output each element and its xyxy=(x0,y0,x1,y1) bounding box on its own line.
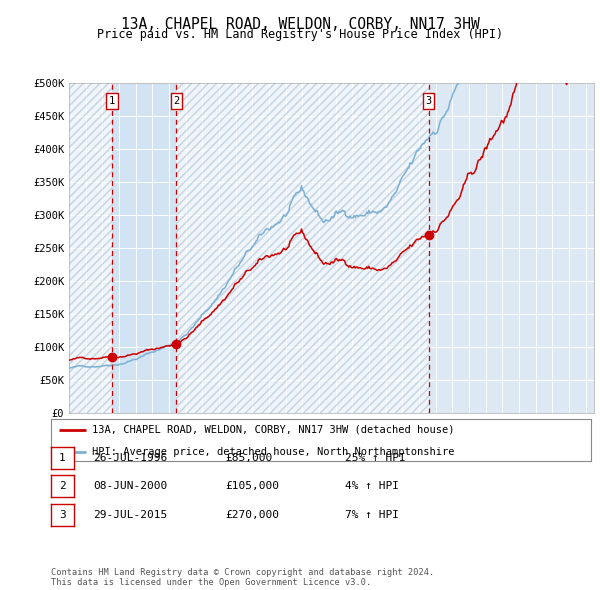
Text: 08-JUN-2000: 08-JUN-2000 xyxy=(93,481,167,491)
Text: £105,000: £105,000 xyxy=(225,481,279,491)
Text: 4% ↑ HPI: 4% ↑ HPI xyxy=(345,481,399,491)
Text: £85,000: £85,000 xyxy=(225,453,272,463)
Text: 25% ↑ HPI: 25% ↑ HPI xyxy=(345,453,406,463)
Text: 26-JUL-1996: 26-JUL-1996 xyxy=(93,453,167,463)
Bar xyxy=(112,83,176,413)
Text: 3: 3 xyxy=(59,510,66,520)
Text: £270,000: £270,000 xyxy=(225,510,279,520)
Text: 7% ↑ HPI: 7% ↑ HPI xyxy=(345,510,399,520)
Text: 2: 2 xyxy=(59,481,66,491)
Text: HPI: Average price, detached house, North Northamptonshire: HPI: Average price, detached house, Nort… xyxy=(91,447,454,457)
Text: 29-JUL-2015: 29-JUL-2015 xyxy=(93,510,167,520)
Text: 13A, CHAPEL ROAD, WELDON, CORBY, NN17 3HW (detached house): 13A, CHAPEL ROAD, WELDON, CORBY, NN17 3H… xyxy=(91,425,454,434)
Text: Contains HM Land Registry data © Crown copyright and database right 2024.
This d: Contains HM Land Registry data © Crown c… xyxy=(51,568,434,587)
Text: 1: 1 xyxy=(109,96,115,106)
Text: 2: 2 xyxy=(173,96,179,106)
Text: Price paid vs. HM Land Registry's House Price Index (HPI): Price paid vs. HM Land Registry's House … xyxy=(97,28,503,41)
Text: 13A, CHAPEL ROAD, WELDON, CORBY, NN17 3HW: 13A, CHAPEL ROAD, WELDON, CORBY, NN17 3H… xyxy=(121,17,479,31)
Text: 3: 3 xyxy=(425,96,431,106)
Text: 1: 1 xyxy=(59,453,66,463)
